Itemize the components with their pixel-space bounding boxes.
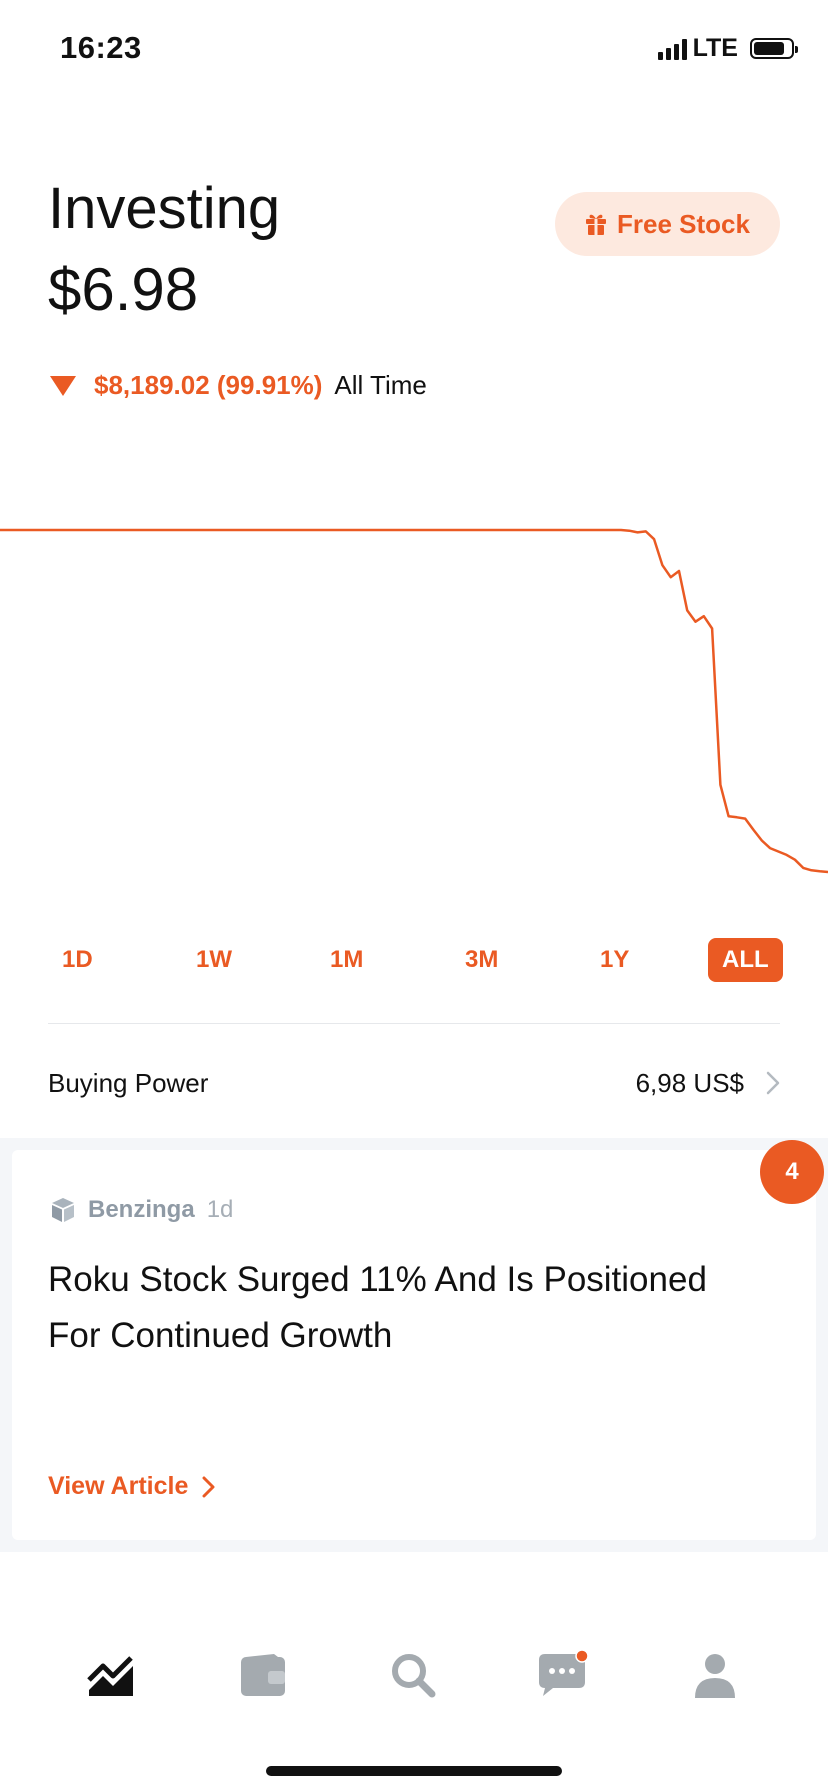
chart-series-line xyxy=(0,528,828,874)
page-title: Investing xyxy=(48,176,281,241)
news-source: Benzinga 1d xyxy=(50,1196,233,1224)
profile-icon xyxy=(695,1654,735,1698)
tab-profile[interactable] xyxy=(680,1640,750,1710)
news-headline[interactable]: Roku Stock Surged 11% And Is Positioned … xyxy=(48,1260,707,1355)
buying-power-label: Buying Power xyxy=(48,1067,209,1098)
tab-messages[interactable] xyxy=(528,1640,598,1710)
chart-icon xyxy=(87,1656,133,1696)
network-type: LTE xyxy=(692,34,738,62)
wallet-icon xyxy=(241,1654,285,1696)
home-indicator xyxy=(266,1766,562,1776)
tab-portfolio[interactable] xyxy=(76,1640,146,1710)
range-1w[interactable]: 1W xyxy=(182,938,246,982)
status-time: 16:23 xyxy=(60,30,142,65)
notification-dot xyxy=(575,1650,589,1663)
gift-icon xyxy=(586,214,607,235)
free-stock-label: Free Stock xyxy=(617,208,750,239)
news-card[interactable] xyxy=(12,1150,816,1540)
view-article-button[interactable]: View Article xyxy=(48,1472,216,1501)
buying-power-row[interactable]: Buying Power 6,98 US$ xyxy=(48,1060,780,1106)
performance-summary: $8,189.02 (99.91%) All Time xyxy=(50,370,427,401)
free-stock-button[interactable]: Free Stock xyxy=(555,192,780,256)
battery-icon xyxy=(750,38,798,59)
tab-bar xyxy=(0,1640,828,1720)
range-selector: 1D 1W 1M 3M 1Y ALL xyxy=(48,938,784,982)
news-age: 1d xyxy=(206,1196,234,1223)
divider xyxy=(48,1023,780,1024)
range-1y[interactable]: 1Y xyxy=(586,938,643,982)
performance-period: All Time xyxy=(334,370,427,400)
signal-icon xyxy=(657,38,687,60)
down-arrow-icon xyxy=(50,375,76,396)
search-icon xyxy=(392,1654,436,1698)
range-1d[interactable]: 1D xyxy=(48,938,107,982)
news-source-name: Benzinga xyxy=(88,1196,195,1223)
tab-wallet[interactable] xyxy=(228,1640,298,1710)
chevron-right-icon xyxy=(202,1476,215,1497)
chat-icon xyxy=(539,1650,589,1696)
source-logo-icon xyxy=(52,1198,74,1222)
portfolio-balance: $6.98 xyxy=(48,256,199,323)
status-indicators: LTE xyxy=(657,34,798,63)
range-3m[interactable]: 3M xyxy=(451,938,512,982)
range-all[interactable]: ALL xyxy=(708,938,783,982)
view-article-label: View Article xyxy=(48,1472,189,1500)
news-count-badge[interactable]: 4 xyxy=(760,1140,824,1204)
tab-search[interactable] xyxy=(378,1640,448,1710)
performance-change: $8,189.02 (99.91%) xyxy=(94,370,323,400)
range-1m[interactable]: 1M xyxy=(316,938,377,982)
portfolio-chart[interactable] xyxy=(0,500,828,900)
chevron-right-icon xyxy=(766,1071,780,1095)
buying-power-value: 6,98 US$ xyxy=(635,1067,744,1098)
